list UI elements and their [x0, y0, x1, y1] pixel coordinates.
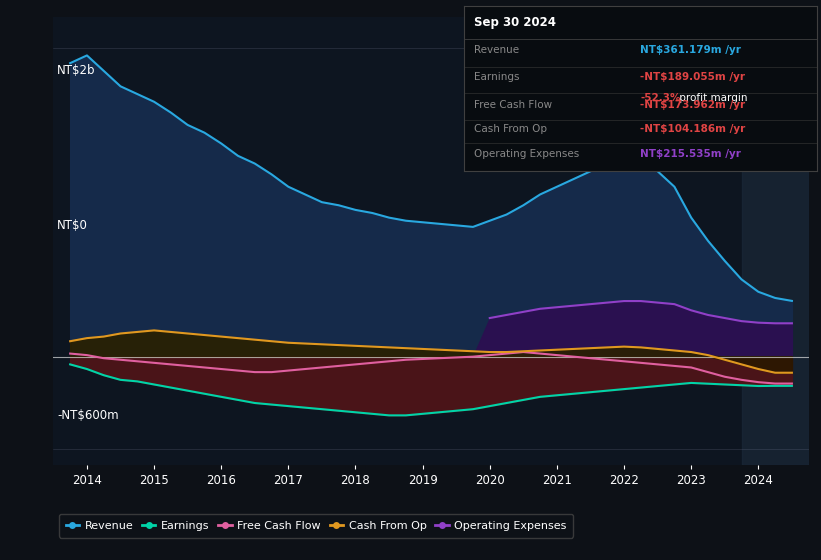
Text: NT$215.535m /yr: NT$215.535m /yr: [640, 150, 741, 159]
Text: Revenue: Revenue: [475, 45, 520, 55]
Text: -NT$189.055m /yr: -NT$189.055m /yr: [640, 72, 745, 82]
Text: NT$2b: NT$2b: [57, 64, 95, 77]
Text: -NT$600m: -NT$600m: [57, 409, 119, 422]
Bar: [741, 17, 809, 465]
Text: Sep 30 2024: Sep 30 2024: [475, 16, 557, 29]
Text: -NT$104.186m /yr: -NT$104.186m /yr: [640, 124, 745, 134]
Text: Earnings: Earnings: [475, 72, 520, 82]
Text: NT$0: NT$0: [57, 218, 88, 232]
Text: Operating Expenses: Operating Expenses: [475, 150, 580, 159]
Text: NT$361.179m /yr: NT$361.179m /yr: [640, 45, 741, 55]
Legend: Revenue, Earnings, Free Cash Flow, Cash From Op, Operating Expenses: Revenue, Earnings, Free Cash Flow, Cash …: [59, 514, 573, 538]
Text: -NT$173.962m /yr: -NT$173.962m /yr: [640, 100, 745, 110]
Text: Cash From Op: Cash From Op: [475, 124, 548, 134]
Text: -52.3%: -52.3%: [640, 93, 681, 103]
Text: Free Cash Flow: Free Cash Flow: [475, 100, 553, 110]
Text: profit margin: profit margin: [676, 93, 747, 103]
